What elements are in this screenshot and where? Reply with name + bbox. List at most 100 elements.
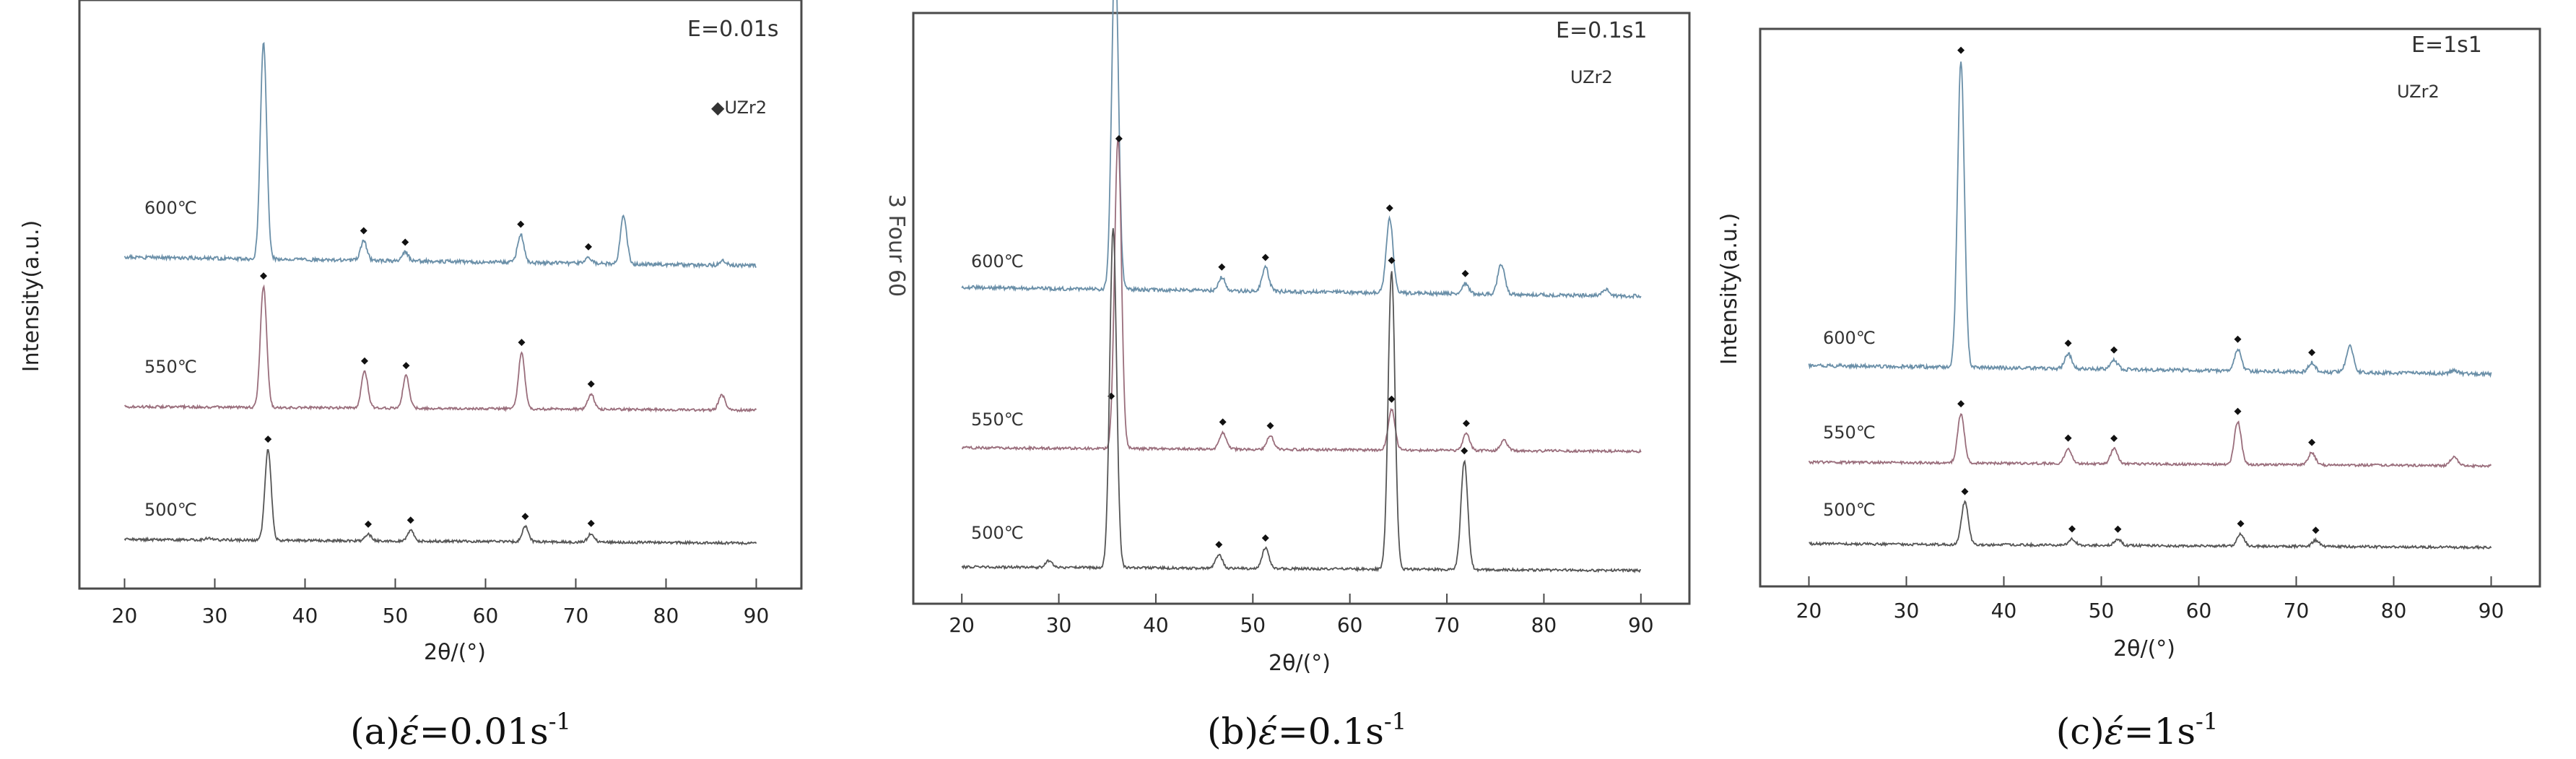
panel-b-tag: E=0.1s1: [1556, 18, 1648, 43]
x-tick-label: 40: [1991, 599, 2017, 623]
x-tick-label: 40: [292, 604, 318, 628]
series-line: [961, 0, 1642, 300]
panel-b-caption-sup: -1: [1384, 708, 1406, 735]
peak-marker: [2237, 520, 2245, 528]
panel-b-ylabel: 3 Four 60: [884, 194, 909, 297]
peak-marker: [517, 220, 525, 228]
panel-c-ticks: 20 30 40 50 60 70 80 90: [1796, 576, 2504, 623]
series-label: 550℃: [144, 357, 197, 377]
x-tick-label: 20: [1796, 599, 1822, 623]
series-line: [124, 284, 757, 413]
peak-marker: [2308, 349, 2316, 357]
peak-marker: [2312, 526, 2320, 534]
panel-c-traces: 600℃ 550℃ 500℃: [1808, 46, 2492, 550]
peak-marker: [585, 243, 592, 251]
series-label: 500℃: [144, 500, 197, 520]
panel-c-xlabel: 2θ/(°): [2113, 636, 2175, 662]
peak-marker: [2114, 525, 2122, 533]
panel-c-tag: E=1s1: [2411, 32, 2482, 58]
panel-b-caption-prefix: (b): [1207, 711, 1258, 753]
peak-marker: [361, 357, 368, 365]
panel-b-ticks: 20 30 40 50 60 70 80 90: [949, 594, 1654, 637]
panel-c-caption-prefix: (c): [2056, 711, 2105, 753]
panel-a-traces: 600℃ 550℃ 500℃: [123, 41, 757, 546]
series-line: [123, 41, 757, 269]
panel-b-caption: (b)έ=0.1s-1: [1207, 708, 1406, 753]
panel-b-traces: 600℃ 550℃ 500℃: [961, 0, 1642, 573]
peak-marker: [1388, 395, 1396, 403]
peak-marker: [260, 272, 267, 280]
x-tick-label: 60: [473, 604, 499, 628]
panel-c-legend: UZr2: [2397, 82, 2440, 102]
panel-a-xlabel: 2θ/(°): [424, 640, 486, 665]
panel-a-ticks: 20 30 40 50 60 70 80 90: [112, 578, 770, 628]
x-tick-label: 80: [653, 604, 679, 628]
x-tick-label: 40: [1143, 613, 1169, 637]
peak-marker: [406, 516, 414, 524]
series-line: [961, 227, 1641, 573]
panel-b-frame: [912, 12, 1691, 605]
x-tick-label: 60: [2186, 599, 2212, 623]
panel-b: E=0.1s1 UZr2 3 Four 60 2θ/(°) 20 30 40 50 60…: [884, 0, 1691, 753]
series-label: 550℃: [1823, 422, 1876, 443]
series-line: [1808, 61, 2492, 378]
panel-b-caption-symbol: έ: [1258, 711, 1278, 753]
x-tick-label: 20: [949, 613, 975, 637]
panel-c-caption-sup: -1: [2196, 708, 2218, 735]
peak-marker: [1115, 135, 1123, 143]
panel-c-ylabel: Intensity(a.u.): [1717, 213, 1742, 365]
series-label: 500℃: [971, 523, 1024, 543]
peak-marker: [360, 227, 367, 235]
peak-marker: [2308, 438, 2316, 446]
panel-a-ylabel: Intensity(a.u.): [19, 220, 44, 372]
panel-c-caption-value: =1s: [2124, 711, 2196, 753]
peak-marker: [1218, 263, 1226, 271]
x-tick-label: 70: [563, 604, 589, 628]
peak-marker: [401, 238, 409, 246]
panel-a: E=0.01s ◆UZr2 Intensity(a.u.) 2θ/(°) 20 3…: [19, 0, 803, 753]
x-tick-label: 30: [202, 604, 228, 628]
x-tick-label: 50: [1240, 613, 1266, 637]
panel-a-tag: E=0.01s: [687, 17, 779, 42]
x-tick-label: 70: [2284, 599, 2310, 623]
series-label: 600℃: [971, 251, 1024, 272]
x-tick-label: 20: [112, 604, 138, 628]
peak-marker: [1219, 418, 1227, 426]
panel-a-frame: [78, 0, 803, 590]
series-label: 500℃: [1823, 500, 1876, 520]
x-tick-label: 50: [383, 604, 409, 628]
peak-marker: [2068, 525, 2076, 533]
series-line: [1809, 500, 2492, 550]
peak-marker: [518, 339, 526, 347]
peak-marker: [264, 435, 272, 443]
x-tick-label: 50: [2089, 599, 2115, 623]
peak-marker: [2234, 335, 2242, 343]
peak-marker: [1957, 400, 1965, 408]
x-tick-label: 90: [1628, 613, 1654, 637]
peak-marker: [1385, 204, 1393, 212]
panel-a-caption-prefix: (a): [350, 711, 400, 753]
peak-marker: [2110, 434, 2118, 442]
panel-b-caption-value: =0.1s: [1278, 711, 1384, 753]
series-line: [1808, 412, 2492, 469]
peak-marker: [2110, 346, 2118, 354]
panel-a-caption: (a)έ=0.01s-1: [350, 708, 571, 753]
peak-marker: [521, 513, 529, 521]
peak-marker: [1266, 422, 1274, 430]
panel-a-caption-value: =0.01s: [419, 711, 549, 753]
panel-c: E=1s1 UZr2 Intensity(a.u.) 2θ/(°) 20 30 40…: [1717, 27, 2541, 753]
panel-c-caption-symbol: έ: [2105, 711, 2124, 753]
series-label: 600℃: [144, 198, 197, 218]
panel-b-xlabel: 2θ/(°): [1269, 651, 1331, 676]
peak-marker: [1961, 487, 1969, 495]
panel-a-caption-sup: -1: [549, 708, 571, 735]
x-tick-label: 60: [1337, 613, 1363, 637]
x-tick-label: 90: [744, 604, 770, 628]
peak-marker: [402, 362, 410, 370]
x-tick-label: 30: [1046, 613, 1072, 637]
peak-marker: [1215, 541, 1223, 549]
panel-c-caption: (c)έ=1s-1: [2056, 708, 2218, 753]
peak-marker: [1388, 256, 1396, 264]
peak-marker: [587, 519, 595, 527]
